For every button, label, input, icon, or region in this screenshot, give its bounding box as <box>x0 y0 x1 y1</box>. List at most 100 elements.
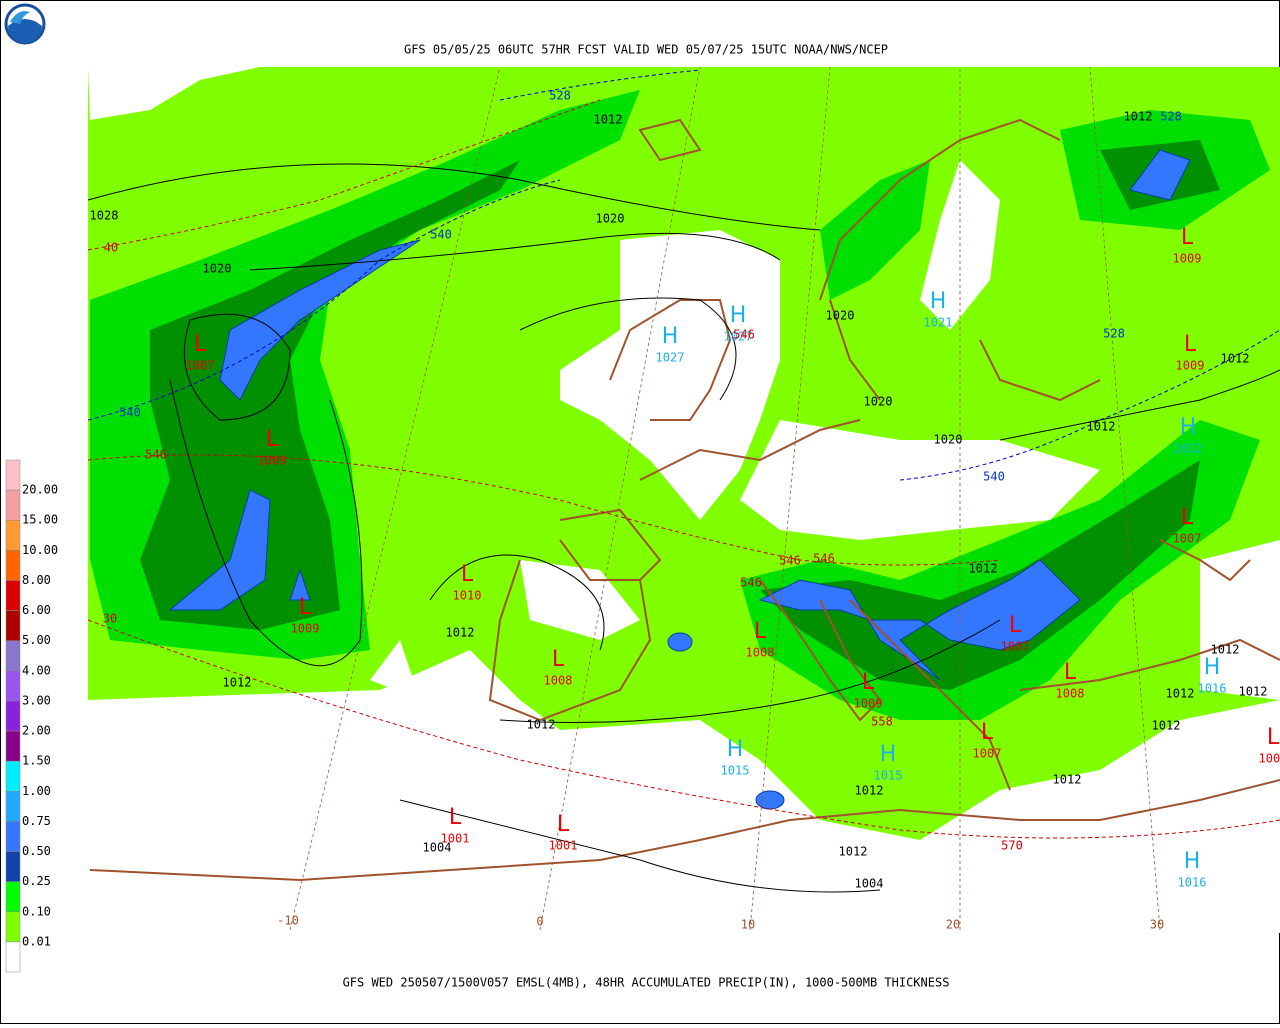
high-symbol: H <box>727 737 744 762</box>
isobars <box>88 163 1280 893</box>
pressure-value: 1027 <box>724 330 753 344</box>
high-symbol: H <box>930 289 947 314</box>
low-symbol: L <box>552 647 565 672</box>
pressure-value: 1027 <box>656 351 685 365</box>
low-symbol: L <box>1267 725 1280 750</box>
thickness-label: 570 <box>1001 839 1023 853</box>
pressure-value: 1012 <box>1174 442 1203 456</box>
thickness-label: 546 <box>733 328 755 342</box>
legend-label: 6.00 <box>22 603 51 617</box>
legend-label: 10.00 <box>22 543 58 557</box>
legend-swatch <box>5 730 21 762</box>
isobar-label: 1020 <box>864 395 893 409</box>
isobar-label: 1012 <box>223 676 252 690</box>
thickness-label: 540 <box>119 406 141 420</box>
legend-label: 0.01 <box>22 934 51 948</box>
low-symbol: L <box>194 332 207 357</box>
legend-swatch <box>5 610 21 641</box>
pressure-value: 1016 <box>1178 876 1207 890</box>
legend-label: 5.00 <box>22 633 51 647</box>
isobar-label: 1012 <box>1053 773 1082 787</box>
isobar-label: 1012 <box>1211 643 1240 657</box>
legend-label: 3.00 <box>22 693 51 707</box>
thickness-label: 30 <box>103 612 117 626</box>
high-symbol: H <box>1204 655 1221 680</box>
low-symbol: L <box>1181 505 1194 530</box>
legend-swatch <box>5 760 21 792</box>
legend-label: 0.75 <box>22 814 51 828</box>
legend-label: 0.10 <box>22 904 51 918</box>
grid-label: -10 <box>277 914 299 928</box>
legend-swatch <box>5 670 21 702</box>
legend-swatch <box>5 941 21 973</box>
pressure-value: 1009 <box>854 697 883 711</box>
thickness-label: 546 <box>813 552 835 566</box>
pressure-value: 1007 <box>973 747 1002 761</box>
grid-label: 0 <box>536 915 543 929</box>
pressure-value: 1009 <box>1176 359 1205 373</box>
legend-label: 8.00 <box>22 573 51 587</box>
low-symbol: L <box>266 427 279 452</box>
low-symbol: L <box>754 619 767 644</box>
thickness-label: 546 <box>779 554 801 568</box>
low-symbol: L <box>1064 660 1077 685</box>
legend-label: 1.00 <box>22 784 51 798</box>
isobar-label: 1012 <box>839 845 868 859</box>
isobar-label: 1012 <box>969 562 998 576</box>
isobar-label: 1012 <box>527 718 556 732</box>
precip-legend: 20.00 15.00 10.00 8.00 6.00 5.00 4.00 3.00 2.00 1… <box>5 459 58 973</box>
isobar-label: 1012 <box>855 784 884 798</box>
pressure-value: 1009 <box>291 622 320 636</box>
legend-label: 4.00 <box>22 663 51 677</box>
legend-swatch <box>5 489 21 521</box>
pressure-value: 1008 <box>544 674 573 688</box>
low-symbol: L <box>449 805 462 830</box>
isobar-label: 1020 <box>203 262 232 276</box>
precip-100 <box>168 149 1191 810</box>
noaa-logo <box>4 3 46 45</box>
isobar-label: 1012 <box>1124 110 1153 124</box>
pressure-value: 1009 <box>258 454 287 468</box>
thickness-label: 546 <box>145 448 167 462</box>
coastlines <box>89 118 1280 882</box>
thickness-lines-red <box>88 99 1280 839</box>
low-symbol: L <box>981 720 994 745</box>
isobar-label: 1028 <box>90 209 119 223</box>
thickness-label: 540 <box>430 228 452 242</box>
legend-swatch <box>5 519 21 551</box>
thickness-label: 558 <box>871 715 893 729</box>
legend-swatch <box>5 459 21 491</box>
legend-swatch <box>5 580 21 611</box>
high-symbol: H <box>1180 415 1197 440</box>
pressure-value: 1015 <box>874 769 903 783</box>
grid-label: 30 <box>1150 918 1164 932</box>
pressure-value: 1016 <box>1198 682 1227 696</box>
map-area <box>88 67 1280 933</box>
thickness-label: 528 <box>1103 327 1125 341</box>
legend-label: 0.50 <box>22 844 51 858</box>
map-labels: L 1007 L 1009 L 1009 L 1010 L 1008 L 1008 L 1009 L 1007… <box>90 89 1280 932</box>
pressure-value: 1009 <box>1173 252 1202 266</box>
pressure-value: 1008 <box>746 646 775 660</box>
legend-swatch <box>5 881 21 913</box>
dry-areas <box>88 67 1280 933</box>
low-symbol: L <box>1184 332 1197 357</box>
pressure-value: 1001 <box>441 832 470 846</box>
map-caption: GFS WED 250507/1500V057 EMSL(4MB), 48HR … <box>343 976 950 990</box>
isobar-label: 1004 <box>423 841 452 855</box>
high-symbol: H <box>730 303 747 328</box>
high-symbol: H <box>662 324 679 349</box>
pressure-value: 1001 <box>549 839 578 853</box>
pressure-value: 1015 <box>721 764 750 778</box>
legend-label: 20.00 <box>22 483 58 497</box>
legend-label: 15.00 <box>22 513 58 527</box>
legend-swatch <box>5 550 21 581</box>
isobar-label: 1004 <box>855 877 884 891</box>
thickness-label: 540 <box>983 470 1005 484</box>
high-symbol: H <box>880 742 897 767</box>
low-symbol: L <box>1009 613 1022 638</box>
low-symbol: L <box>461 562 474 587</box>
isobar-label: 1020 <box>596 212 625 226</box>
low-symbol: L <box>1181 225 1194 250</box>
